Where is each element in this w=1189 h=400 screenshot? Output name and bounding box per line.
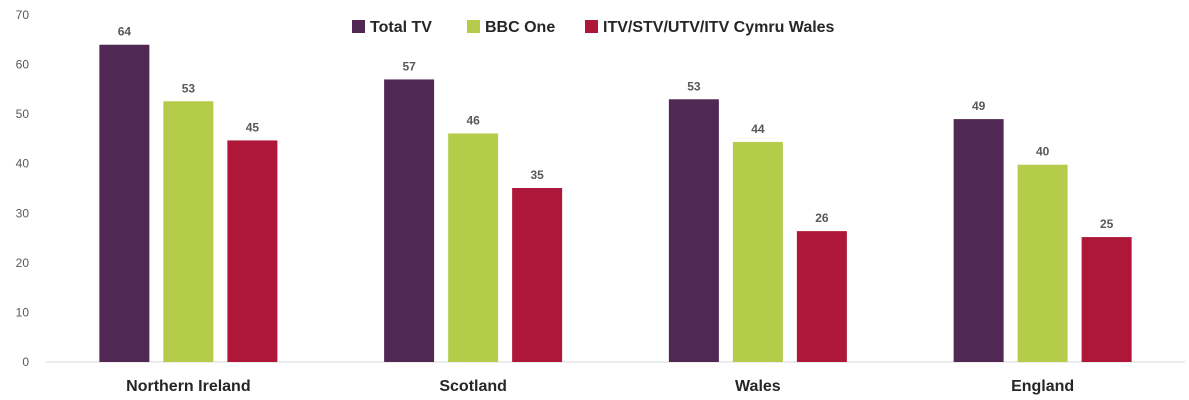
data-label: 64 [118,25,132,39]
bar-total-tv [99,44,150,362]
y-tick-label: 20 [16,256,30,270]
data-label: 45 [246,120,260,134]
bars [99,44,1132,363]
y-tick-label: 10 [16,305,30,319]
x-category-label: Northern Ireland [126,378,250,395]
legend-label: ITV/STV/UTV/ITV Cymru Wales [603,19,835,36]
data-label: 49 [972,99,986,113]
y-tick-label: 50 [16,107,30,121]
bar-bbc-one [732,141,783,362]
x-category-label: Scotland [439,378,507,395]
bar-itv-stv-utv-itv-cymru-wales [227,140,278,362]
data-labels: 64 53 45 57 46 35 53 44 26 49 40 25 [118,25,1114,231]
data-label: 46 [466,113,480,127]
y-tick-label: 0 [22,355,29,369]
x-category-label: England [1011,378,1074,395]
data-label: 57 [402,59,416,73]
bar-bbc-one [1017,164,1068,362]
data-label: 35 [530,168,544,182]
legend-swatch [467,20,480,33]
data-label: 40 [1036,145,1050,159]
bar-itv-stv-utv-itv-cymru-wales [1081,237,1132,362]
bar-total-tv [953,119,1004,362]
data-label: 26 [815,211,829,225]
bar-bbc-one [163,101,214,363]
data-label: 53 [182,81,196,95]
bar-itv-stv-utv-itv-cymru-wales [512,188,563,362]
bar-total-tv [384,79,435,362]
y-tick-label: 60 [16,58,30,72]
legend-swatch [352,20,365,33]
x-category-label: Wales [735,378,781,395]
x-axis: Northern Ireland Scotland Wales England [126,378,1074,395]
legend-label: BBC One [485,19,555,36]
y-tick-label: 30 [16,206,30,220]
data-label: 44 [751,122,765,136]
legend-swatch [585,20,598,33]
legend: Total TV BBC One ITV/STV/UTV/ITV Cymru Wal… [352,19,835,36]
data-label: 25 [1100,217,1114,231]
bar-itv-stv-utv-itv-cymru-wales [796,231,847,362]
y-tick-label: 70 [16,8,30,22]
y-tick-label: 40 [16,157,30,171]
y-axis: 0 10 20 30 40 50 60 70 [16,8,30,369]
bar-total-tv [668,99,719,363]
bar-bbc-one [448,133,499,362]
legend-label: Total TV [370,19,432,36]
data-label: 53 [687,79,701,93]
